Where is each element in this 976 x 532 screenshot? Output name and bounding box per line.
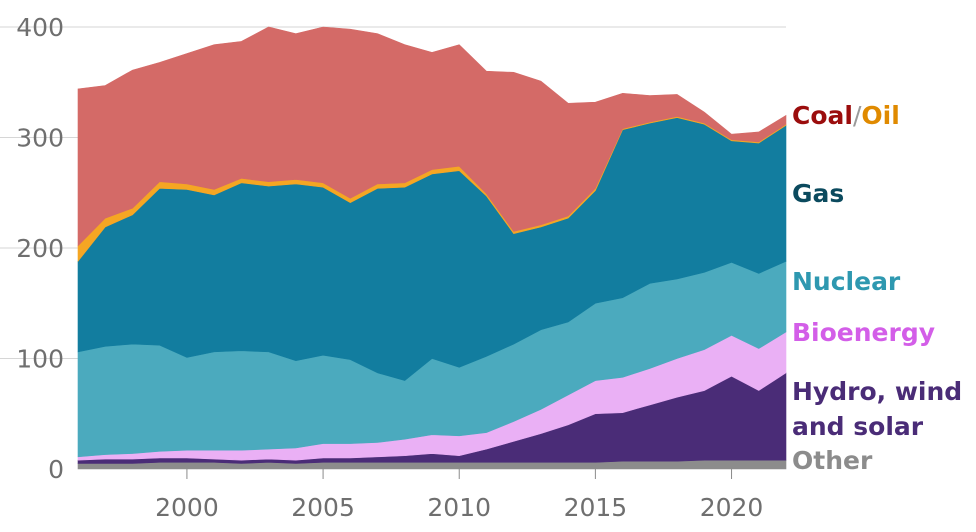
label-oil: Oil xyxy=(861,101,899,130)
x-tick-label: 2000 xyxy=(155,493,219,522)
label-coal-oil: Coal/Oil xyxy=(792,101,900,130)
series-areas xyxy=(77,26,787,470)
y-axis-ticks: 0 100 200 300 400 xyxy=(16,13,64,484)
y-tick-label: 300 xyxy=(16,124,64,153)
y-tick-label: 0 xyxy=(48,455,64,484)
series-labels: Coal/Oil Gas Nuclear Bioenergy Hydro, wi… xyxy=(792,101,962,475)
area-coal xyxy=(77,26,787,247)
x-tick-label: 2015 xyxy=(564,493,628,522)
label-gas: Gas xyxy=(792,179,844,208)
label-hydro-line1: Hydro, wind xyxy=(792,377,962,406)
y-tick-label: 200 xyxy=(16,234,64,263)
x-tick-label: 2005 xyxy=(291,493,355,522)
y-tick-label: 400 xyxy=(16,13,64,42)
label-other: Other xyxy=(792,446,873,475)
x-tick-label: 2010 xyxy=(427,493,491,522)
label-slash: / xyxy=(853,101,862,130)
x-tick-label: 2020 xyxy=(700,493,764,522)
label-bioenergy: Bioenergy xyxy=(792,318,935,347)
label-coal: Coal xyxy=(792,101,853,130)
y-tick-label: 100 xyxy=(16,345,64,374)
label-hydro-line2: and solar xyxy=(792,412,924,441)
label-nuclear: Nuclear xyxy=(792,267,901,296)
x-axis-ticks: 2000 2005 2010 2015 2020 xyxy=(155,469,763,522)
